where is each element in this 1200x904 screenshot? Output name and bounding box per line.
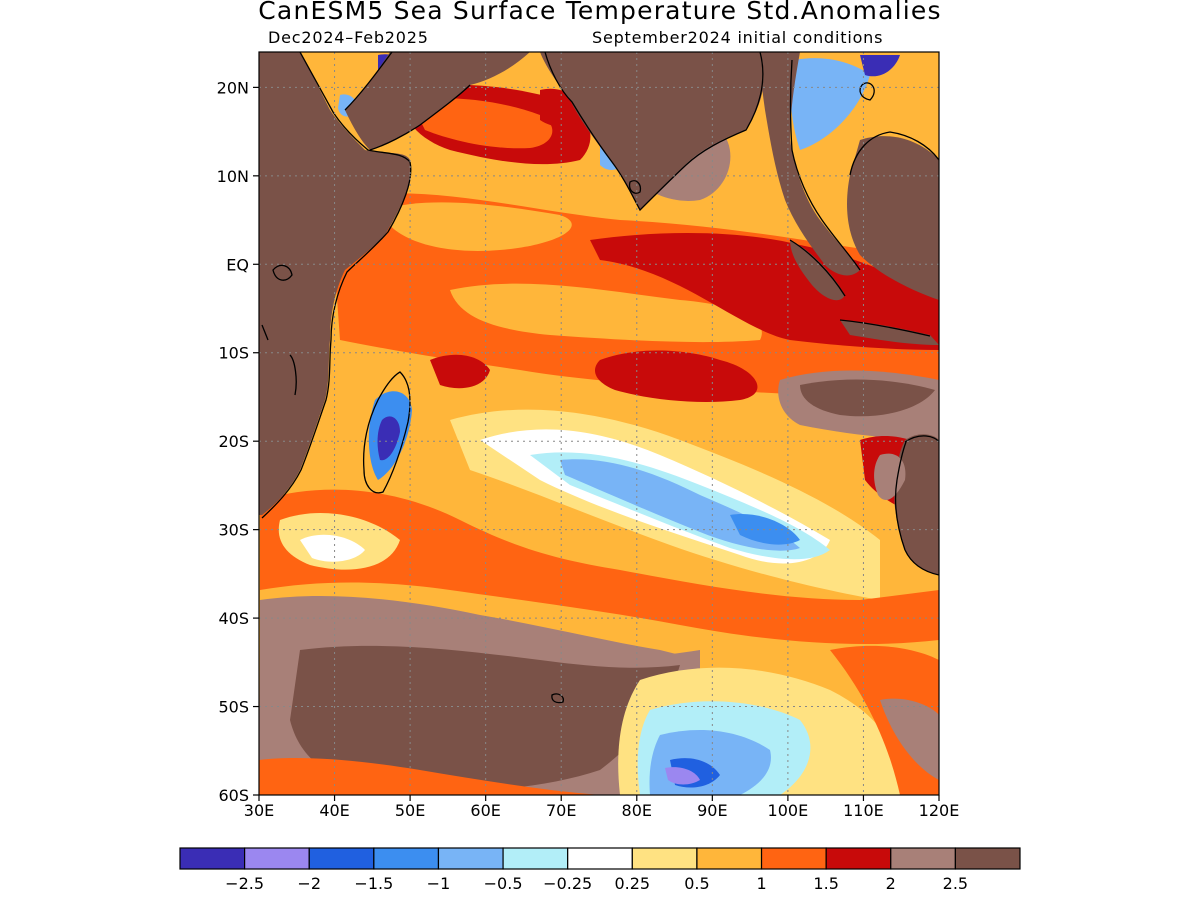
land-australia bbox=[894, 434, 939, 575]
colorbar-label: 1.5 bbox=[813, 874, 838, 893]
colorbar-label: 2 bbox=[886, 874, 896, 893]
colorbar-label: −1 bbox=[427, 874, 451, 893]
colorbar-swatch bbox=[373, 847, 440, 870]
colorbar-swatch bbox=[437, 847, 504, 870]
colorbar-swatch bbox=[825, 847, 892, 870]
lat-tick-label: 40S bbox=[218, 609, 249, 628]
colorbar-swatch bbox=[244, 847, 310, 870]
colorbar-label: 2.5 bbox=[943, 874, 968, 893]
colorbar-label: −2 bbox=[297, 874, 321, 893]
lon-tick-label: 40E bbox=[319, 801, 349, 820]
colorbar-swatch bbox=[567, 847, 633, 870]
lon-tick-label: 50E bbox=[395, 801, 425, 820]
lon-tick-label: 110E bbox=[843, 801, 884, 820]
latitude-axis: 20N 10N EQ 10S 20S 30S 40S 50S 60S bbox=[217, 78, 259, 805]
lon-tick-label: 70E bbox=[546, 801, 576, 820]
lon-tick-label: 100E bbox=[768, 801, 809, 820]
colorbar-label: 1 bbox=[756, 874, 766, 893]
colorbar-swatch bbox=[502, 847, 569, 870]
lon-tick-label: 60E bbox=[470, 801, 500, 820]
lat-tick-label: 60S bbox=[218, 786, 249, 805]
page-title: CanESM5 Sea Surface Temperature Std.Anom… bbox=[258, 0, 942, 25]
colorbar-swatch bbox=[308, 847, 375, 870]
longitude-axis: 30E 40E 50E 60E 70E 80E 90E 100E 110E 120E bbox=[244, 795, 960, 820]
colorbar-legend: −2.5 −2 −1.5 −1 −0.5 −0.25 0.25 0.5 1 1.5 2 2.5 bbox=[179, 847, 1021, 893]
colorbar-label: −0.5 bbox=[484, 874, 523, 893]
sst-anomaly-field bbox=[259, 52, 939, 795]
lat-tick-label: EQ bbox=[226, 255, 249, 274]
colorbar-swatch bbox=[890, 847, 956, 870]
colorbar-swatch bbox=[631, 847, 698, 870]
coastlines bbox=[261, 52, 939, 704]
map-frame bbox=[258, 51, 940, 796]
lon-tick-label: 80E bbox=[622, 801, 652, 820]
land-arabia bbox=[345, 52, 530, 150]
lat-tick-label: 10N bbox=[217, 167, 249, 186]
colorbar-swatch bbox=[179, 847, 246, 870]
colorbar-swatch bbox=[760, 847, 827, 870]
colorbar-label: −1.5 bbox=[354, 874, 393, 893]
lon-tick-label: 90E bbox=[697, 801, 727, 820]
lat-tick-label: 10S bbox=[218, 344, 249, 363]
lat-tick-label: 20S bbox=[218, 432, 249, 451]
colorbar-label: 0.25 bbox=[614, 874, 650, 893]
colorbar-label: 0.5 bbox=[684, 874, 709, 893]
colorbar-swatch bbox=[696, 847, 763, 870]
land-india bbox=[540, 52, 765, 210]
land-southeast-asia bbox=[760, 52, 860, 276]
land-africa bbox=[259, 52, 411, 515]
lat-tick-label: 20N bbox=[217, 78, 249, 97]
lon-tick-label: 120E bbox=[919, 801, 960, 820]
graticule bbox=[259, 52, 939, 795]
colorbar-swatch bbox=[954, 847, 1021, 870]
lat-tick-label: 30S bbox=[218, 521, 249, 540]
colorbar-label: −2.5 bbox=[225, 874, 264, 893]
forecast-period: Dec2024–Feb2025 bbox=[268, 28, 429, 47]
lon-tick-label: 30E bbox=[244, 801, 274, 820]
anomaly-region-central bbox=[450, 283, 762, 343]
lat-tick-label: 50S bbox=[218, 698, 249, 717]
initial-conditions-label: September2024 initial conditions bbox=[592, 28, 884, 47]
colorbar-label: −0.25 bbox=[543, 874, 592, 893]
